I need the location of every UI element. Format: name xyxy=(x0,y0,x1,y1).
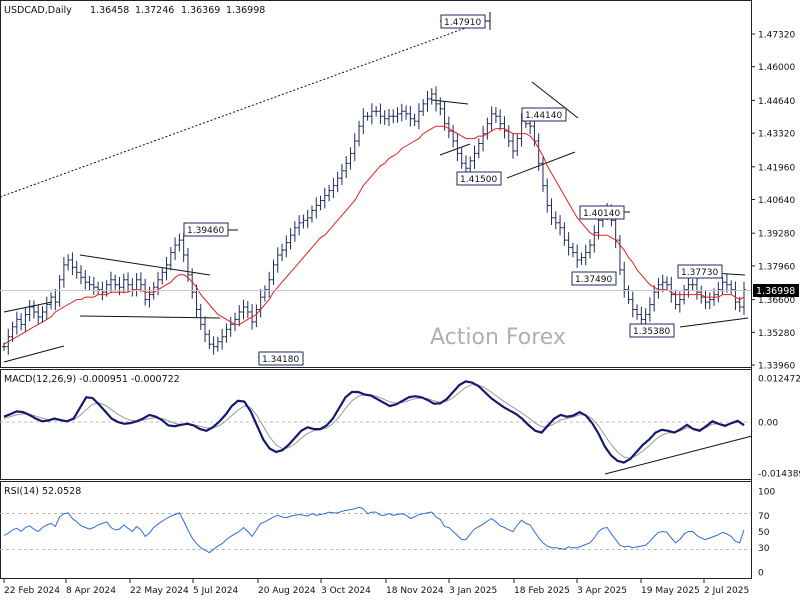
x-tick-label: 18 Nov 2024 xyxy=(386,586,444,596)
annotation-label: 1.37730 xyxy=(681,268,718,278)
price-tick-label: 1.39280 xyxy=(758,230,795,240)
rsi-tick-label: 30 xyxy=(758,544,770,554)
annotation-label: 1.44140 xyxy=(525,111,562,121)
macd-line xyxy=(3,380,745,464)
x-tick-label: 3 Jan 2025 xyxy=(449,586,497,596)
annotation-box xyxy=(183,222,229,237)
ohlc-low: 1.36369 xyxy=(181,5,220,16)
x-tick-label: 3 Apr 2025 xyxy=(577,586,627,596)
price-tick-label: 1.36600 xyxy=(758,296,795,306)
wedge-lower-1 xyxy=(3,345,65,363)
annotation-box xyxy=(440,14,486,29)
annotation-label: 1.37490 xyxy=(575,275,612,285)
macd-title: MACD(12,26,9) -0.000951 -0.000722 xyxy=(4,374,180,385)
flag-upper xyxy=(431,99,469,105)
triangle-lower xyxy=(79,315,221,319)
rsi-panel-frame xyxy=(0,481,752,579)
price-title: USDCAD,Daily xyxy=(4,5,72,16)
triangle-upper xyxy=(79,254,211,276)
rsi-tick-label: 70 xyxy=(758,512,770,522)
price-tick-label: 1.35280 xyxy=(758,329,795,339)
moving-average-line xyxy=(3,125,745,345)
triangle2-upper xyxy=(531,81,579,119)
last-price-box xyxy=(753,284,799,297)
annotation-box xyxy=(571,271,617,286)
price-tick-label: 1.33960 xyxy=(758,362,795,372)
macd-trendline xyxy=(604,435,753,475)
price-bars xyxy=(2,86,746,355)
annotation-label: 1.34180 xyxy=(262,355,299,365)
x-tick-label: 20 Aug 2024 xyxy=(258,586,316,596)
x-tick-label: 5 Jul 2024 xyxy=(193,586,238,596)
macd-tick-label: -0.014389 xyxy=(758,469,800,479)
flag-lower xyxy=(439,143,471,156)
annotation-label: 1.40140 xyxy=(583,209,620,219)
x-tick-label: 19 May 2025 xyxy=(641,586,700,596)
ohlc-high: 1.37246 xyxy=(135,5,174,16)
annotation-box xyxy=(456,171,502,186)
x-tick-label: 22 Feb 2024 xyxy=(4,586,60,596)
x-tick-label: 22 May 2024 xyxy=(130,586,189,596)
ohlc-close: 1.36998 xyxy=(226,5,265,16)
macd-signal-line xyxy=(3,384,745,459)
x-tick-label: 8 Apr 2024 xyxy=(66,586,116,596)
annotation-label: 1.39460 xyxy=(187,226,224,236)
price-tick-label: 1.40640 xyxy=(758,196,795,206)
dotted-trendline xyxy=(0,21,483,198)
macd-tick-label: 0.012472 xyxy=(758,375,800,385)
annotation-box xyxy=(677,264,723,279)
annotation-box xyxy=(579,205,625,220)
ohlc-open: 1.36458 xyxy=(90,5,129,16)
last-price-label: 1.36998 xyxy=(756,286,795,297)
macd-panel-frame xyxy=(0,369,752,480)
rsi-tick-label: 100 xyxy=(758,488,775,498)
macd-tick-label: 0.00 xyxy=(758,419,778,429)
price-tick-label: 1.37960 xyxy=(758,262,795,272)
rsi-tick-label: 0 xyxy=(758,569,764,579)
price-tick-label: 1.46000 xyxy=(758,63,795,73)
x-tick-label: 2 Jul 2025 xyxy=(704,586,749,596)
price-panel-frame xyxy=(0,0,752,368)
price-tick-label: 1.44640 xyxy=(758,97,795,107)
price-tick-label: 1.43320 xyxy=(758,130,795,140)
x-tick-label: 3 Oct 2024 xyxy=(321,586,371,596)
annotation-box xyxy=(629,323,675,338)
triangle2-lower xyxy=(506,151,576,179)
wedge-upper-1 xyxy=(3,301,53,313)
annotation-box xyxy=(521,107,567,122)
annotation-label: 1.47910 xyxy=(444,18,481,28)
watermark: Action Forex xyxy=(430,325,566,350)
rsi-title: RSI(14) 52.0528 xyxy=(4,486,81,497)
annotation-label: 1.35380 xyxy=(633,327,670,337)
price-tick-label: 1.41960 xyxy=(758,163,795,173)
price-tick-label: 1.47320 xyxy=(758,31,795,41)
x-tick-label: 18 Feb 2025 xyxy=(514,586,570,596)
rsi-line xyxy=(3,506,745,554)
wedge-lower-2 xyxy=(679,317,749,328)
rsi-tick-label: 50 xyxy=(758,528,770,538)
annotation-label: 1.41500 xyxy=(460,175,497,185)
annotation-box xyxy=(258,351,304,366)
